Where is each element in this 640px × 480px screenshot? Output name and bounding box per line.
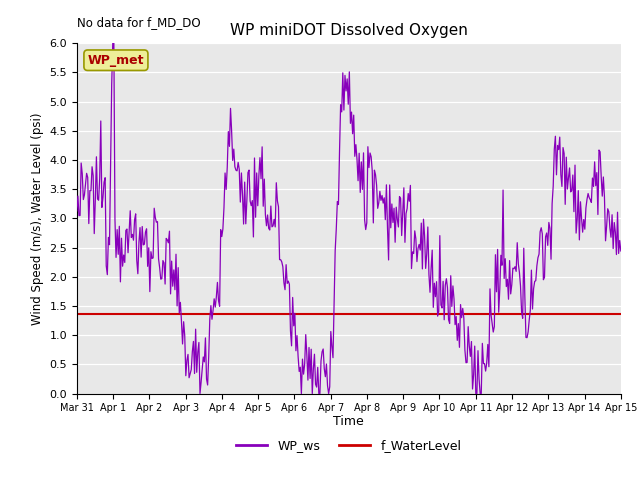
Y-axis label: Wind Speed (m/s), Water Level (psi): Wind Speed (m/s), Water Level (psi) (31, 112, 44, 324)
Text: WP_met: WP_met (88, 54, 144, 67)
Legend: WP_ws, f_WaterLevel: WP_ws, f_WaterLevel (231, 434, 467, 457)
Text: No data for f_MD_DO: No data for f_MD_DO (77, 16, 200, 29)
Title: WP miniDOT Dissolved Oxygen: WP miniDOT Dissolved Oxygen (230, 23, 468, 38)
X-axis label: Time: Time (333, 415, 364, 428)
